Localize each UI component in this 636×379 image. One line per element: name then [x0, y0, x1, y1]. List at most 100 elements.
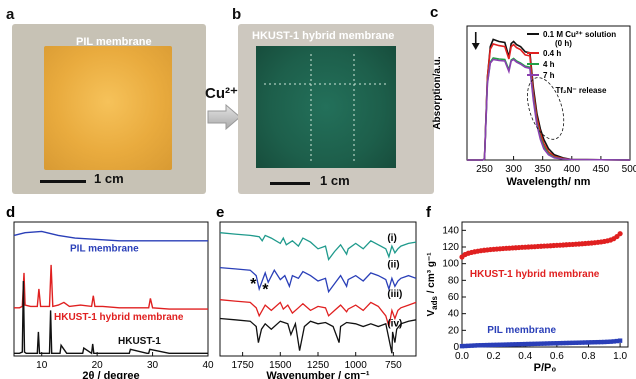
panel-e-letter: e [216, 206, 224, 221]
chart-c-xtick-label: 350 [534, 164, 551, 175]
chart-c-arrowhead [471, 43, 480, 50]
chart-f-ytick-label: 0 [453, 342, 459, 353]
chart-f-point [462, 343, 468, 349]
chart-f-point [535, 341, 541, 346]
chart-f-point [608, 339, 613, 344]
chart-f-point [592, 340, 597, 345]
chart-c-series-line [467, 43, 631, 161]
chart-f-ytick-label: 100 [442, 259, 459, 270]
chart-c-xtick-label: 500 [622, 164, 636, 175]
chart-f-xtick-label: 0.6 [550, 351, 564, 362]
chart-f-ytick-label: 140 [442, 225, 459, 236]
chart-d-label-hkust: HKUST-1 [118, 336, 161, 347]
chart-f-point [579, 340, 585, 345]
chart-f-point [602, 339, 607, 345]
chart-e-xtick-label: 1250 [307, 360, 330, 371]
chart-f-point [516, 342, 522, 347]
chart-f-point [617, 231, 623, 237]
panel-b-letter: b [232, 6, 242, 23]
hybrid-membrane-photo: HKUST-1 hybrid membrane 1 cm [238, 24, 434, 194]
chart-f-point [529, 341, 534, 347]
chart-c-legend-label-sub: (0 h) [555, 39, 572, 48]
panel-d-letter: d [6, 206, 15, 221]
chart-f-point [617, 338, 623, 343]
chart-d-label-pil: PIL membrane [70, 243, 139, 254]
chart-f-point [611, 339, 616, 344]
chart-c-ylabel: Absorption/a.u. [432, 56, 443, 130]
chart-f-ytick-label: 20 [448, 325, 460, 336]
chart-f-isotherm: f 0.0 0.2 0.4 0.6 0.8 1.0 0 20 40 60 80 100 120 140 HKU… [426, 206, 629, 374]
chart-e-xlabel: Wavenumber / cm⁻¹ [266, 370, 370, 379]
scale-label-b: 1 cm [320, 173, 350, 188]
chart-f-point [589, 340, 594, 345]
chart-e-xtick-label: 1750 [231, 360, 254, 371]
chart-f-point [560, 340, 566, 346]
chart-f-point [570, 340, 575, 346]
chart-e-roman-label: (iv) [387, 319, 402, 330]
chart-f-point [504, 342, 509, 347]
chart-f-point [459, 343, 465, 349]
chart-e-roman-label: (ii) [387, 260, 399, 271]
hybrid-membrane-sample [256, 46, 396, 168]
chart-d-xtick-label: 40 [202, 360, 214, 371]
arrow-right-icon [207, 104, 241, 130]
panel-a-letter: a [6, 6, 15, 23]
chart-f-point [469, 343, 474, 348]
chart-d-xrd: d 10 20 30 40 PIL membrane HKUST-1 hybrid memb… [6, 206, 214, 379]
pil-membrane-label: PIL membrane [76, 36, 152, 48]
chart-f-point [491, 342, 496, 348]
chart-c-xtick-label: 250 [476, 164, 493, 175]
chart-d-xtick-label: 10 [36, 360, 48, 371]
chart-f-point [500, 342, 506, 347]
chart-f-point [481, 342, 487, 348]
chart-f-point [526, 341, 531, 347]
chart-c-legend-label: 7 h [543, 71, 555, 80]
chart-c-legend-label: 0.1 M Cu²⁺ solution [543, 30, 616, 39]
chart-e-series-line [219, 232, 417, 262]
chart-d-series-line [14, 264, 208, 310]
chart-f-point [545, 341, 550, 346]
panel-c-letter: c [430, 4, 438, 21]
chart-f-label-hybrid: HKUST-1 hybrid membrane [470, 269, 600, 280]
chart-f-point [586, 340, 591, 345]
chart-f-point [598, 339, 604, 345]
chart-f-point [488, 342, 493, 348]
chart-c-xtick-label: 450 [593, 164, 610, 175]
chart-d-xlabel: 2θ / degree [82, 370, 139, 379]
chart-f-point [567, 340, 572, 346]
chart-f-point [472, 343, 477, 348]
scale-label-a: 1 cm [94, 171, 124, 186]
chart-f-point [510, 342, 515, 347]
chart-f-ytick-label: 60 [448, 292, 460, 303]
chart-e-star-marker: * [262, 281, 269, 298]
chart-c-ellipse [527, 77, 565, 140]
chart-f-point [507, 342, 512, 347]
chart-d-series-line [14, 280, 208, 355]
panel-f-letter: f [426, 206, 432, 221]
scale-bar-a [40, 180, 86, 183]
chart-c-xtick-label: 400 [563, 164, 580, 175]
chart-e-series-line [219, 317, 417, 354]
chart-f-ylabel: Vads / cm³ g⁻¹ [426, 252, 439, 317]
scale-bar-b [270, 182, 310, 185]
chart-f-point [497, 342, 503, 347]
chart-f-xtick-label: 0.8 [582, 351, 596, 362]
chart-f-point [475, 343, 481, 348]
chart-e-series-line [219, 266, 417, 294]
chart-d-label-hybrid: HKUST-1 hybrid membrane [54, 312, 184, 323]
chart-e-xtick-label: 1500 [269, 360, 292, 371]
chart-d-xtick-label: 30 [147, 360, 159, 371]
chart-f-point [478, 343, 484, 348]
chart-c-series-line [467, 58, 631, 161]
chart-f-point [595, 339, 601, 345]
chart-f-point [523, 341, 528, 347]
chart-f-point [551, 341, 556, 346]
chart-f-xlabel: P/P₀ [534, 362, 557, 374]
chart-f-xtick-label: 0.0 [455, 351, 469, 362]
chart-f-point [466, 343, 471, 349]
chart-f-label-pil: PIL membrane [487, 325, 556, 336]
chart-c-absorption: c 250 300 350 400 450 500 Wavelength/ nm Absorpt… [430, 4, 636, 188]
hybrid-membrane-label: HKUST-1 hybrid membrane [252, 30, 395, 42]
chart-f-point [573, 340, 579, 345]
chart-f-xtick-label: 0.4 [518, 351, 532, 362]
